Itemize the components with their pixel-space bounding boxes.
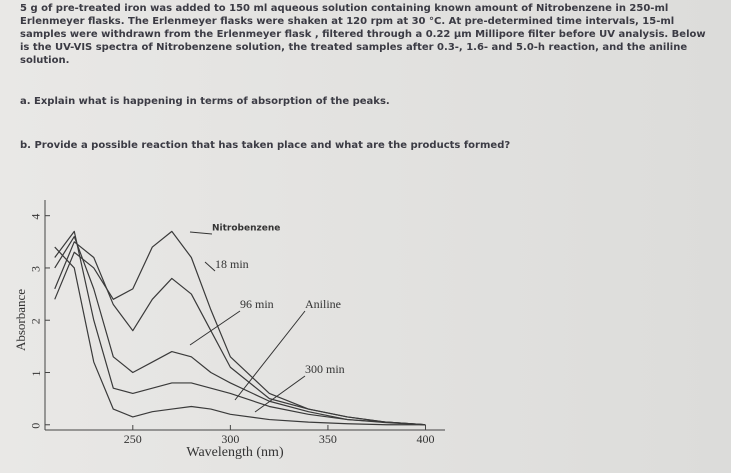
leader-line [204, 261, 216, 272]
x-tick-label: 300 [221, 432, 239, 446]
x-tick-label: 400 [416, 432, 434, 446]
y-axis-label: Absorbance [13, 289, 28, 351]
curve-label: Nitrobenzene [212, 224, 280, 234]
leader-line [189, 231, 213, 235]
paragraph: 5 g of pre-treated iron was added to 150… [20, 3, 706, 66]
x-tick-label: 250 [124, 432, 142, 446]
leader-line [254, 375, 306, 413]
spectrum-line [54, 235, 426, 426]
spectrum-line [54, 246, 426, 426]
curve-label: 18 min [215, 257, 249, 271]
spectrum-line [54, 230, 426, 426]
y-tick-label: 3 [29, 266, 43, 272]
x-tick-label: 350 [319, 432, 337, 446]
x-axis-label: Wavelength (nm) [186, 445, 284, 460]
y-tick-label: 2 [29, 318, 43, 324]
curve-label: 96 min [240, 297, 274, 311]
question: b. Provide a possible reaction that has … [20, 140, 511, 151]
leader-line [234, 310, 306, 401]
y-tick-label: 1 [29, 371, 43, 377]
y-tick-label: 0 [29, 423, 43, 429]
curve-label: 300 min [305, 362, 345, 376]
leader-line [189, 310, 241, 346]
y-tick-label: 4 [29, 214, 43, 220]
spectrum-line [54, 241, 426, 426]
curve-label: Aniline [305, 297, 341, 311]
question: a. Explain what is happening in terms of… [20, 96, 390, 107]
